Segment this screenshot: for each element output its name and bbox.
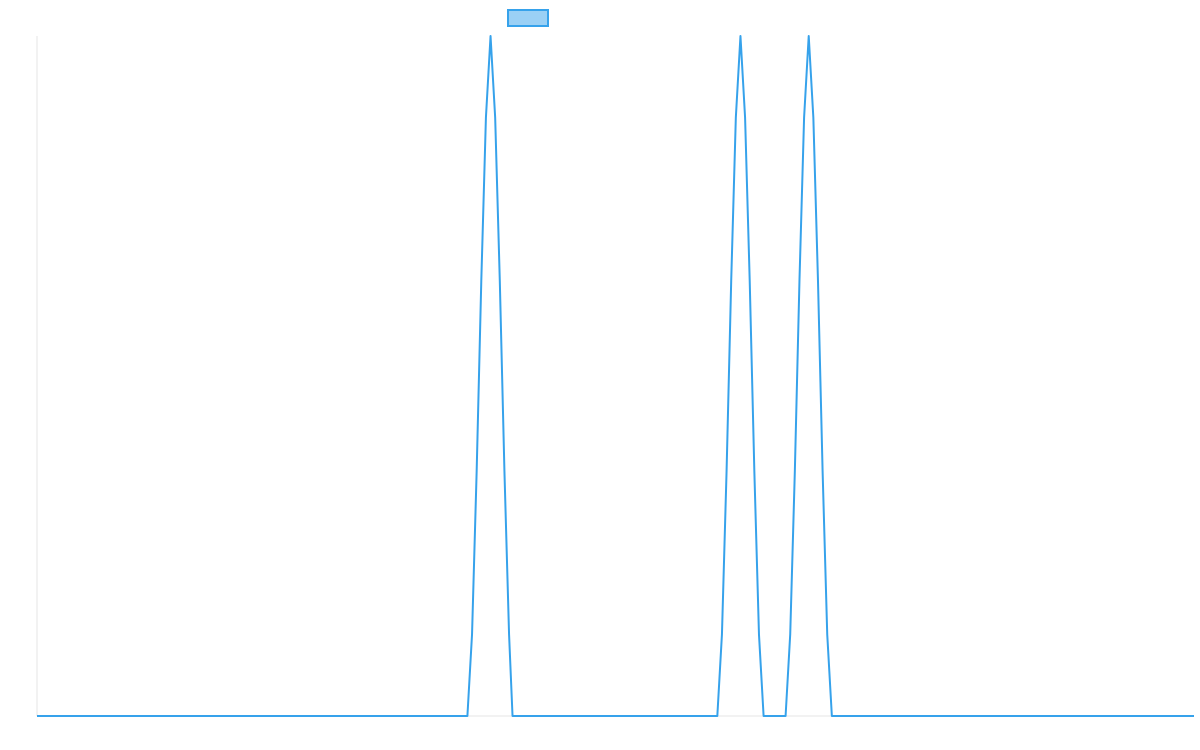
series-layer — [37, 35, 1194, 717]
legend — [507, 9, 549, 27]
legend-swatch[interactable] — [507, 9, 549, 27]
axes — [36, 36, 1194, 717]
series-line-0 — [37, 35, 1194, 717]
